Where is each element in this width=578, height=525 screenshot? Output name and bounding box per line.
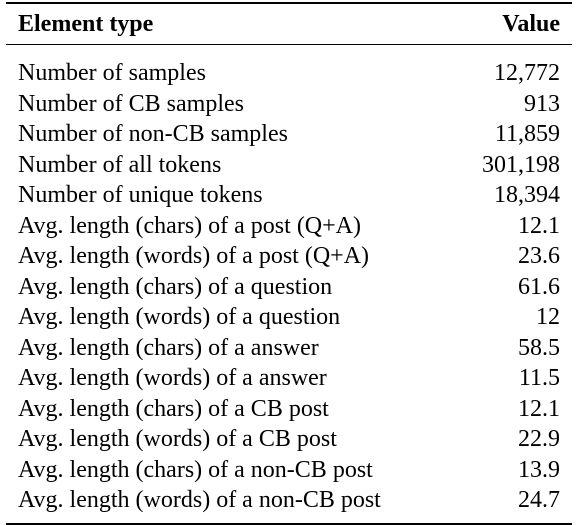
- table-row: Number of all tokens 301,198: [6, 150, 572, 181]
- row-value: 22.9: [518, 426, 560, 453]
- table-row: Avg. length (words) of a non-CB post 24.7: [6, 485, 572, 516]
- header-element-type: Element type: [18, 10, 154, 37]
- header-rule: [6, 44, 572, 45]
- row-label: Avg. length (words) of a answer: [18, 365, 327, 392]
- row-label: Avg. length (chars) of a answer: [18, 334, 319, 361]
- table-header: Element type Value: [6, 4, 572, 44]
- row-value: 24.7: [518, 487, 560, 514]
- header-value: Value: [502, 10, 560, 37]
- row-label: Avg. length (chars) of a non-CB post: [18, 456, 373, 483]
- bottom-rule: [6, 522, 572, 525]
- table-row: Avg. length (words) of a answer 11.5: [6, 363, 572, 394]
- table-row: Avg. length (words) of a post (Q+A) 23.6: [6, 241, 572, 272]
- row-value: 301,198: [482, 151, 560, 178]
- row-value: 913: [524, 90, 560, 117]
- row-value: 58.5: [518, 334, 560, 361]
- table-row: Avg. length (chars) of a CB post 12.1: [6, 394, 572, 425]
- row-label: Avg. length (chars) of a question: [18, 273, 333, 300]
- row-label: Avg. length (words) of a post (Q+A): [18, 243, 370, 270]
- table-row: Avg. length (words) of a CB post 22.9: [6, 424, 572, 455]
- row-value: 23.6: [518, 243, 560, 270]
- table-row: Avg. length (chars) of a question 61.6: [6, 272, 572, 303]
- table-row: Avg. length (chars) of a non-CB post 13.9: [6, 455, 572, 486]
- row-label: Avg. length (chars) of a CB post: [18, 395, 329, 422]
- row-label: Number of CB samples: [18, 90, 244, 117]
- table-row: Number of non-CB samples 11,859: [6, 119, 572, 150]
- row-label: Avg. length (words) of a non-CB post: [18, 487, 381, 514]
- statistics-table: Element type Value Number of samples 12,7…: [6, 2, 572, 525]
- row-value: 12.1: [518, 395, 560, 422]
- row-value: 12: [536, 304, 560, 331]
- row-label: Avg. length (words) of a CB post: [18, 426, 337, 453]
- row-value: 13.9: [518, 456, 560, 483]
- row-label: Number of non-CB samples: [18, 121, 288, 148]
- row-value: 12.1: [518, 212, 560, 239]
- table-row: Number of CB samples 913: [6, 89, 572, 120]
- row-label: Number of all tokens: [18, 151, 222, 178]
- top-rule: [6, 2, 572, 4]
- row-label: Number of samples: [18, 60, 206, 87]
- row-value: 61.6: [518, 273, 560, 300]
- table-row: Avg. length (chars) of a post (Q+A) 12.1: [6, 211, 572, 242]
- row-value: 18,394: [494, 182, 560, 209]
- row-label: Number of unique tokens: [18, 182, 263, 209]
- table-row: Avg. length (words) of a question 12: [6, 302, 572, 333]
- table-body: Number of samples 12,772 Number of CB samp…: [6, 45, 572, 523]
- table-row: Number of unique tokens 18,394: [6, 180, 572, 211]
- table-row: Number of samples 12,772: [6, 58, 572, 89]
- row-value: 11,859: [494, 121, 560, 148]
- row-label: Avg. length (chars) of a post (Q+A): [18, 212, 361, 239]
- row-value: 11.5: [518, 365, 560, 392]
- table-row: Avg. length (chars) of a answer 58.5: [6, 333, 572, 364]
- row-label: Avg. length (words) of a question: [18, 304, 341, 331]
- row-value: 12,772: [494, 60, 560, 87]
